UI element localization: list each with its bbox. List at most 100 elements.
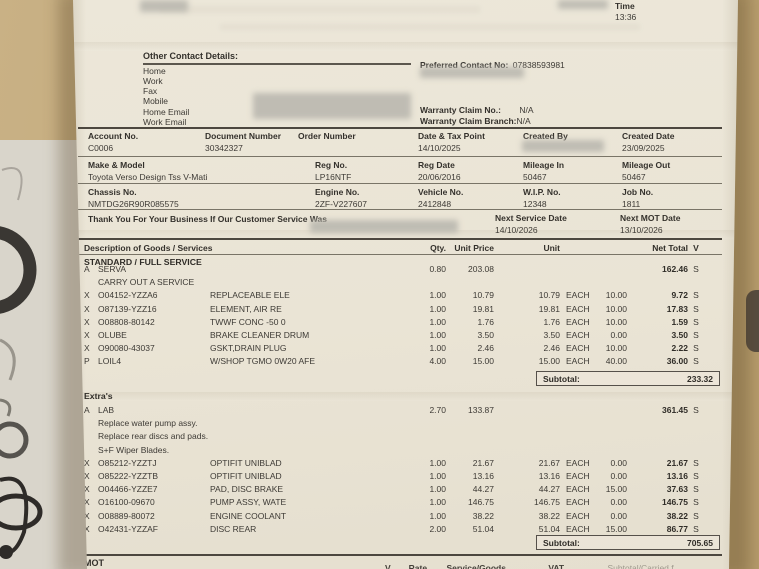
cell-unit-amount: 10.79	[538, 290, 560, 301]
reg-no-value: LP16NTF	[315, 172, 352, 182]
cell-unit-amount: 1.76	[543, 316, 560, 327]
mot-section-title: MOT	[84, 558, 104, 568]
next-mot-value: 13/10/2026	[620, 225, 663, 235]
cell-unit-price	[446, 444, 494, 457]
vat-header-service-goods: Service/Goods	[446, 563, 506, 569]
cell-description: BRAKE CLEANER DRUM	[210, 329, 310, 340]
cell-net-total: 17.83	[666, 303, 688, 314]
reg-no-cell: Reg No. LP16NTF	[315, 160, 351, 182]
preferred-contact-value: 07838593981	[512, 60, 565, 70]
created-by-cell: Created By	[523, 131, 568, 143]
cell-part-code: OLUBE	[98, 329, 127, 340]
goods-line: X O85212-YZZTJ OPTIFIT UNIBLAD 1.00 21.6…	[78, 457, 726, 470]
cell-line-type: A	[84, 264, 90, 274]
document-number-cell: Document Number 30342327	[205, 131, 281, 153]
cell-net-total	[627, 417, 688, 430]
cell-description: ENGINE COOLANT	[210, 510, 287, 521]
goods-line: X O08808-80142 TWWF CONC -50 0 1.00 1.76…	[78, 316, 726, 329]
job-no-label: Job No.	[622, 187, 654, 197]
contact-row-work: Work	[143, 76, 163, 86]
cell-unit-amount: 51.04	[538, 523, 560, 534]
cell-net-total: 1.59	[671, 316, 688, 327]
cell-unit: EACH	[566, 290, 590, 301]
cell-line-type: X	[84, 497, 90, 508]
warranty-claim-no-value: N/A	[519, 105, 534, 115]
goods-line: A SERVA 0.80 203.08 162.46 S	[78, 263, 726, 276]
cell-part-code: Replace water pump assy.	[98, 418, 198, 429]
cell-net-total: 146.75	[662, 497, 688, 508]
warranty-claim-branch-label: Warranty Claim Branch:	[420, 116, 517, 126]
print-through-band	[220, 24, 640, 30]
cell-discount: 10.00	[605, 343, 627, 354]
cell-description: PAD, DISC BRAKE	[210, 484, 284, 495]
row-rule	[78, 156, 722, 157]
goods-rows-standard-service: A SERVA 0.80 203.08 162.46 S CARRY OUT A…	[78, 263, 726, 369]
mileage-out-value: 50467	[622, 172, 646, 182]
cell-discount: 10.00	[605, 290, 627, 301]
cell-line-type: P	[84, 356, 90, 367]
cell-line-type: X	[84, 470, 90, 481]
row-rule	[78, 183, 722, 184]
cell-unit-price	[446, 417, 494, 430]
cell-unit: EACH	[566, 457, 590, 468]
cell-qty: 0.80	[429, 264, 446, 274]
warranty-claim-no: Warranty Claim No.: N/A	[420, 100, 534, 118]
job-no-value: 1811	[622, 199, 641, 209]
mileage-in-cell: Mileage In 50467	[523, 160, 564, 182]
subtotal-box-standard-service: Subtotal: 233.32	[536, 371, 720, 386]
desk-pattern-right	[746, 290, 759, 352]
cell-net-total: 9.72	[671, 290, 688, 301]
contact-underline	[143, 63, 411, 65]
cell-unit-amount	[494, 276, 560, 289]
cell-description: PUMP ASSY, WATE	[210, 497, 287, 508]
cell-part-code: O08889-80072	[98, 510, 155, 521]
cell-part-code: SERVA	[98, 264, 127, 274]
invoice-paper: Time 13:36 Other Contact Details: Home W…	[73, 0, 738, 569]
cell-part-code: CARRY OUT A SERVICE	[98, 277, 195, 288]
cell-unit-price: 3.50	[477, 329, 494, 340]
cell-unit-price: 146.75	[468, 497, 494, 508]
contact-row-mobile: Mobile	[143, 96, 169, 106]
cell-net-total: 13.16	[666, 470, 688, 481]
created-date-value: 23/09/2025	[622, 143, 665, 153]
cell-unit: EACH	[566, 329, 590, 340]
cell-description: OPTIFIT UNIBLAD	[210, 470, 282, 481]
cell-qty	[410, 276, 446, 289]
row-rule	[78, 209, 722, 210]
cell-discount: 40.00	[605, 356, 627, 367]
redacted-region	[558, 0, 608, 9]
cell-net-total: 3.50	[671, 329, 688, 340]
cell-unit: EACH	[566, 470, 590, 481]
cell-description	[210, 417, 410, 430]
cell-vat-code: S	[693, 316, 699, 327]
header-unit-price: Unit Price	[454, 243, 494, 253]
cell-discount: 0.00	[610, 457, 627, 468]
cell-discount: 0.00	[610, 510, 627, 521]
cell-vat-code: S	[693, 470, 699, 481]
cell-qty	[410, 417, 446, 430]
cell-unit-price: 13.16	[472, 470, 494, 481]
cell-unit	[560, 417, 600, 430]
account-no-cell: Account No. C0006	[88, 131, 138, 153]
mileage-out-label: Mileage Out	[622, 160, 671, 170]
cell-unit: EACH	[566, 356, 590, 367]
make-model-value: Toyota Verso Design Tss V-Mati	[88, 172, 208, 182]
cell-description: GSKT,DRAIN PLUG	[210, 343, 287, 354]
cell-qty: 1.00	[429, 457, 446, 468]
cell-qty: 4.00	[429, 356, 446, 367]
goods-line: A LAB 2.70 133.87 361.45 S	[78, 404, 726, 417]
warranty-claim-branch-value: N/A	[516, 116, 531, 126]
section-title-standard-service: STANDARD / FULL SERVICE	[84, 257, 202, 267]
date-tax-point-value: 14/10/2025	[418, 143, 461, 153]
cell-line-type: X	[84, 329, 90, 340]
make-model-cell: Make & Model Toyota Verso Design Tss V-Ma…	[88, 160, 207, 182]
cell-unit	[560, 430, 600, 443]
cell-part-code: O04152-YZZA6	[98, 290, 158, 301]
cell-discount: 0.00	[610, 329, 627, 340]
header-underline	[78, 254, 722, 255]
cell-line-type: X	[84, 303, 90, 314]
cell-net-total: 162.46	[662, 264, 688, 274]
cell-discount: 0.00	[610, 470, 627, 481]
cell-discount	[600, 404, 627, 417]
